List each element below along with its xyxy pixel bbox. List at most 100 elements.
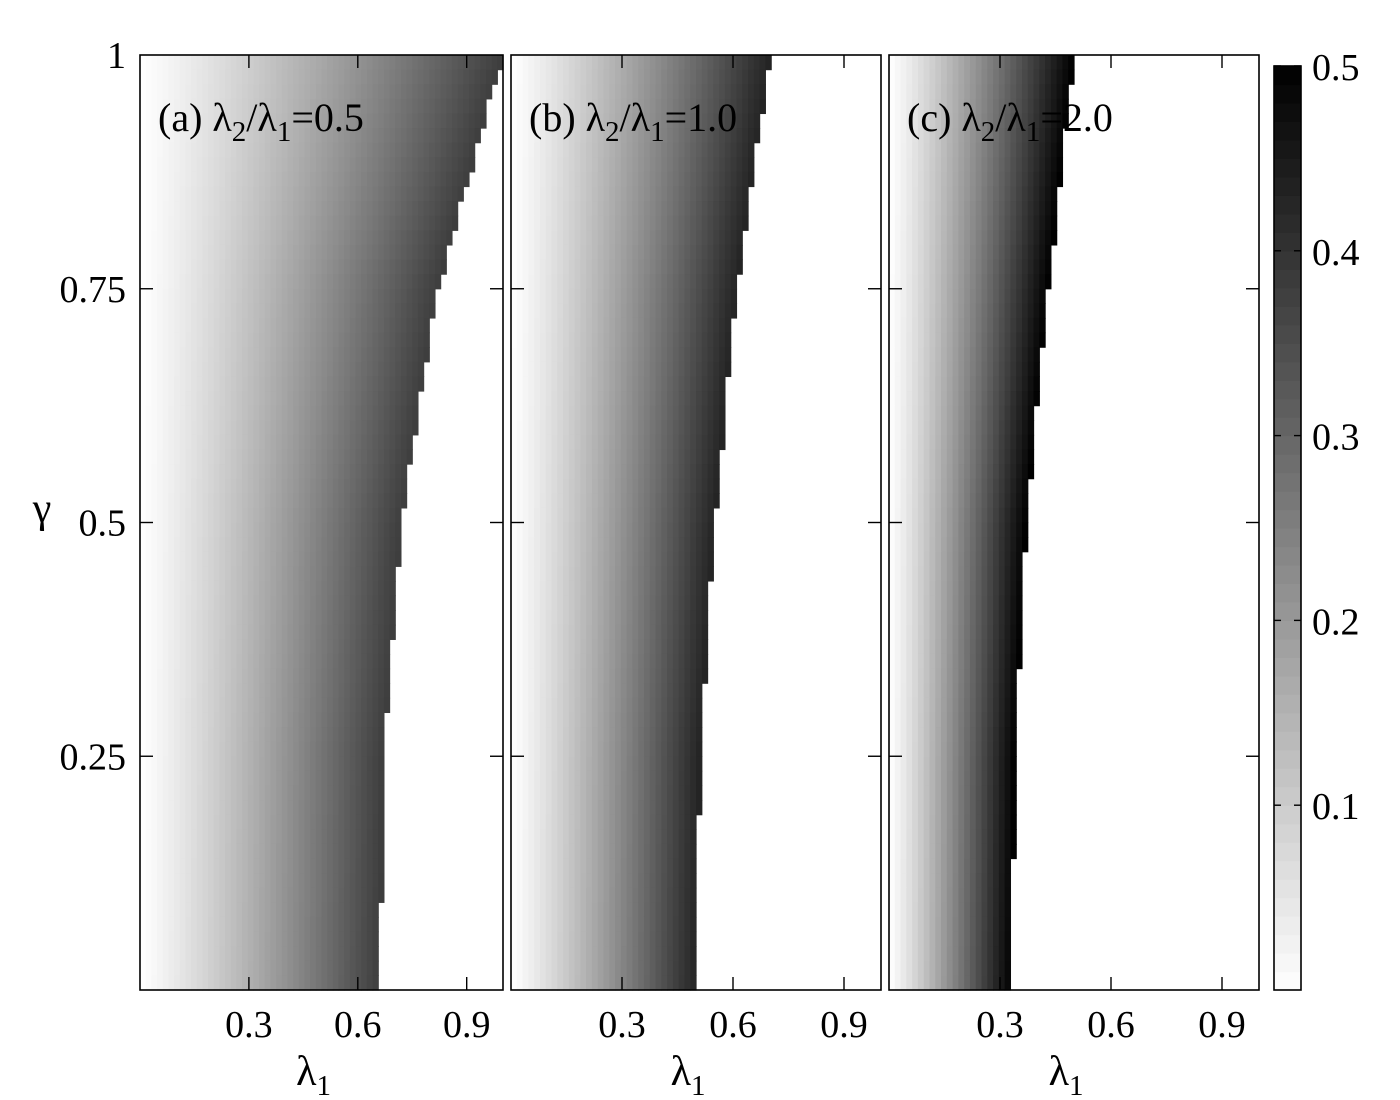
heatmap-cell — [632, 434, 639, 451]
heatmap-cell — [378, 405, 385, 421]
heatmap-cell — [417, 69, 425, 85]
heatmap-cell — [395, 230, 402, 246]
heatmap-cell — [551, 537, 558, 553]
heatmap-cell — [534, 230, 541, 246]
heatmap-cell — [253, 157, 260, 173]
heatmap-cell — [696, 697, 703, 714]
heatmap-cell — [259, 653, 266, 670]
heatmap-cell — [643, 376, 651, 392]
heatmap-cell — [213, 405, 220, 421]
heatmap-cell — [661, 157, 668, 173]
heatmap-cell — [626, 741, 634, 757]
heatmap-cell — [259, 405, 266, 421]
heatmap-cell — [713, 215, 720, 231]
heatmap-cell — [395, 84, 402, 100]
heatmap-cell — [225, 391, 232, 407]
heatmap-cell — [349, 69, 357, 85]
heatmap-cell — [696, 230, 703, 246]
heatmap-cell — [534, 566, 541, 582]
heatmap-cell — [632, 274, 639, 290]
heatmap-cell — [516, 142, 524, 158]
heatmap-cell — [179, 259, 186, 275]
heatmap-cell — [361, 595, 368, 611]
heatmap-cell — [690, 113, 697, 129]
heatmap-cell — [563, 712, 570, 728]
heatmap-cell — [264, 551, 272, 567]
heatmap-cell — [684, 128, 691, 144]
heatmap-cell — [287, 537, 294, 553]
heatmap-cell — [213, 507, 220, 524]
heatmap-cell — [174, 434, 181, 451]
heatmap-cell — [185, 522, 192, 538]
heatmap-cell — [157, 434, 164, 451]
heatmap-cell — [140, 522, 147, 538]
heatmap-cell — [151, 829, 158, 845]
heatmap-cell — [468, 157, 476, 173]
heatmap-cell — [632, 113, 639, 129]
heatmap-cell — [349, 873, 357, 889]
heatmap-cell — [603, 537, 610, 553]
heatmap-cell — [591, 274, 599, 290]
heatmap-cell — [355, 683, 362, 699]
heatmap-cell — [528, 259, 535, 275]
heatmap-cell — [434, 215, 442, 231]
heatmap-cell — [690, 201, 697, 217]
heatmap-cell — [684, 420, 691, 436]
heatmap-cell — [332, 288, 340, 304]
heatmap-cell — [557, 668, 564, 684]
heatmap-cell — [219, 434, 226, 451]
heatmap-cell — [293, 785, 300, 801]
heatmap-cell — [649, 420, 657, 436]
heatmap-cell — [259, 595, 266, 611]
heatmap-cell — [287, 128, 294, 144]
heatmap-cell — [701, 610, 709, 626]
heatmap-cell — [338, 858, 345, 874]
heatmap-cell — [383, 303, 391, 319]
heatmap-cell — [643, 756, 651, 772]
heatmap-cell — [202, 653, 209, 670]
heatmap-cell — [551, 303, 558, 319]
heatmap-cell — [344, 157, 351, 173]
heatmap-cell — [298, 157, 306, 173]
heatmap-cell — [236, 800, 243, 816]
heatmap-cell — [281, 639, 289, 655]
heatmap-cell — [327, 157, 334, 173]
heatmap-cell — [522, 770, 529, 787]
heatmap-cell — [236, 522, 243, 538]
heatmap-cell — [315, 653, 323, 670]
heatmap-cell — [332, 697, 340, 714]
heatmap-cell — [742, 84, 749, 100]
heatmap-cell — [140, 683, 147, 699]
heatmap-cell — [643, 142, 651, 158]
heatmap-cell — [168, 230, 175, 246]
heatmap-cell — [157, 580, 164, 597]
heatmap-cell — [293, 741, 300, 757]
heatmap-cell — [151, 84, 158, 100]
heatmap-cell — [378, 639, 385, 655]
heatmap-cell — [281, 478, 289, 494]
heatmap-cell — [378, 741, 385, 757]
heatmap-cell — [557, 361, 564, 378]
heatmap-cell — [389, 317, 396, 334]
heatmap-cell — [568, 580, 576, 597]
heatmap-cell — [191, 142, 198, 158]
heatmap-cell — [270, 522, 277, 538]
heatmap-cell — [157, 858, 164, 874]
heatmap-cell — [440, 171, 447, 188]
heatmap-cell — [690, 391, 697, 407]
heatmap-cell — [157, 843, 164, 860]
heatmap-cell — [338, 347, 345, 363]
heatmap-cell — [332, 537, 340, 553]
heatmap-cell — [522, 332, 529, 348]
heatmap-cell — [440, 230, 447, 246]
heatmap-cell — [253, 98, 260, 115]
heatmap-cell — [247, 902, 255, 918]
heatmap-cell — [406, 186, 413, 202]
heatmap-cell — [225, 259, 232, 275]
heatmap-cell — [615, 288, 622, 304]
heatmap-cell — [528, 624, 535, 640]
heatmap-cell — [626, 69, 634, 85]
heatmap-cell — [417, 303, 425, 319]
heatmap-cell — [632, 522, 639, 538]
heatmap-cell — [361, 376, 368, 392]
